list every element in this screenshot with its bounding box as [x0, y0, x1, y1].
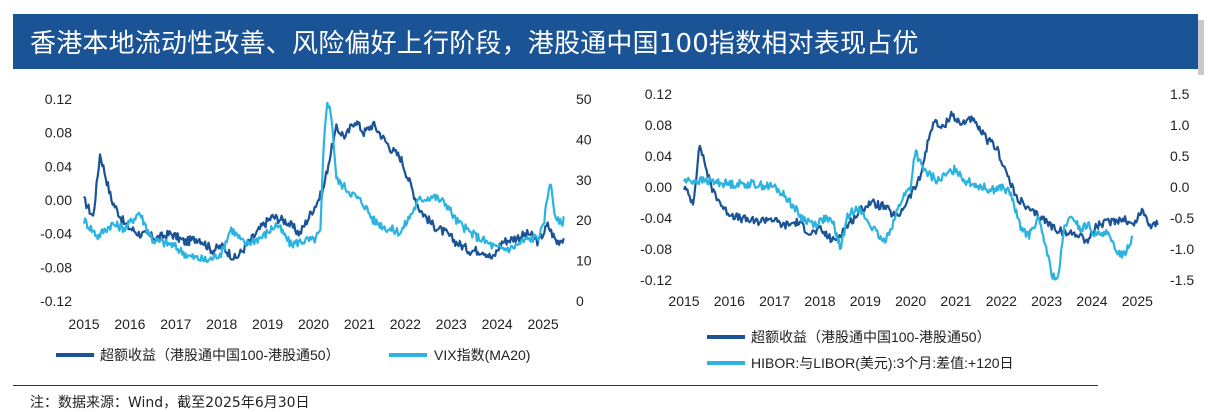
chart1-x-tick-label: 2020 — [298, 316, 329, 332]
chart1-series-2-line — [82, 101, 565, 264]
chart1-left-tick-label: -0.04 — [40, 226, 72, 242]
chart2-x-tick-label: 2020 — [895, 293, 926, 309]
chart1-left-tick-label: -0.12 — [40, 293, 72, 309]
chart2-x-tick-label: 2015 — [668, 293, 699, 309]
chart2-series-1-line — [682, 110, 1159, 244]
chart1-legend-label-1: 超额收益（港股通中国100-港股通50） — [100, 347, 340, 363]
chart2-right-tick-label: 0.5 — [1170, 148, 1190, 164]
chart2-right-tick-label: -1.0 — [1170, 241, 1194, 257]
chart1-left-tick-label: -0.08 — [40, 259, 72, 275]
chart2-series-2-line — [683, 149, 1134, 281]
chart1-right-tick-label: 40 — [576, 131, 592, 147]
chart2-x-tick-label: 2025 — [1122, 293, 1153, 309]
chart1-right-tick-label: 10 — [576, 253, 592, 269]
chart2-right-tick-label: 1.0 — [1170, 117, 1190, 133]
chart1-right-tick-label: 30 — [576, 172, 592, 188]
chart2-x-tick-label: 2024 — [1076, 293, 1107, 309]
page-title: 香港本地流动性改善、风险偏好上行阶段，港股通中国100指数相对表现占优 — [30, 29, 919, 59]
chart1-x-tick-label: 2015 — [68, 316, 99, 332]
chart2-left-tick-label: 0.12 — [645, 86, 672, 102]
chart1-right-tick-label: 50 — [576, 91, 592, 107]
chart2-legend-label-1: 超额收益（港股通中国100-港股通50） — [751, 329, 991, 345]
chart1-series-1-line — [83, 120, 565, 261]
chart2-right-tick-label: 0.0 — [1170, 179, 1190, 195]
chart2-right-tick-label: 1.5 — [1170, 86, 1190, 102]
chart1-x-tick-label: 2025 — [527, 316, 558, 332]
chart1-left-tick-label: 0.08 — [45, 125, 72, 141]
chart1-x-tick-label: 2019 — [252, 316, 283, 332]
chart1-left-tick-label: 0.00 — [45, 192, 72, 208]
chart2-x-tick-label: 2018 — [804, 293, 835, 309]
chart2-left-tick-label: 0.08 — [645, 117, 672, 133]
chart2-right-tick-label: -0.5 — [1170, 210, 1194, 226]
chart1-x-tick-label: 2018 — [206, 316, 237, 332]
footer-divider — [13, 385, 1098, 386]
chart1-x-tick-label: 2024 — [482, 316, 513, 332]
chart1-right-tick-label: 0 — [576, 293, 584, 309]
title-bar — [13, 14, 1204, 75]
chart2-x-tick-label: 2016 — [714, 293, 745, 309]
chart2-legend-label-2: HIBOR:与LIBOR(美元):3个月:差值:+120日 — [751, 355, 1014, 371]
chart2-left-tick-label: -0.08 — [640, 241, 672, 257]
chart1-x-tick-label: 2016 — [114, 316, 145, 332]
chart1-x-tick-label: 2023 — [436, 316, 467, 332]
chart1-legend-label-2: VIX指数(MA20) — [434, 347, 530, 363]
chart2-right-tick-label: -1.5 — [1170, 272, 1194, 288]
chart1-left-tick-label: 0.12 — [45, 91, 72, 107]
chart1-x-tick-label: 2021 — [344, 316, 375, 332]
chart1-right-tick-label: 20 — [576, 212, 592, 228]
chart2-x-tick-label: 2017 — [759, 293, 790, 309]
chart2-left-tick-label: -0.12 — [640, 272, 672, 288]
chart2-x-tick-label: 2019 — [850, 293, 881, 309]
chart2-left-tick-label: -0.04 — [640, 210, 672, 226]
source-note: 注：数据来源：Wind，截至2025年6月30日 — [30, 395, 310, 411]
chart2-x-tick-label: 2023 — [1031, 293, 1062, 309]
chart2-left-tick-label: 0.00 — [645, 179, 672, 195]
chart1-x-tick-label: 2017 — [160, 316, 191, 332]
chart2-x-tick-label: 2021 — [940, 293, 971, 309]
chart2-left-tick-label: 0.04 — [645, 148, 672, 164]
chart1-x-tick-label: 2022 — [390, 316, 421, 332]
chart2-x-tick-label: 2022 — [986, 293, 1017, 309]
chart1-left-tick-label: 0.04 — [45, 158, 72, 174]
